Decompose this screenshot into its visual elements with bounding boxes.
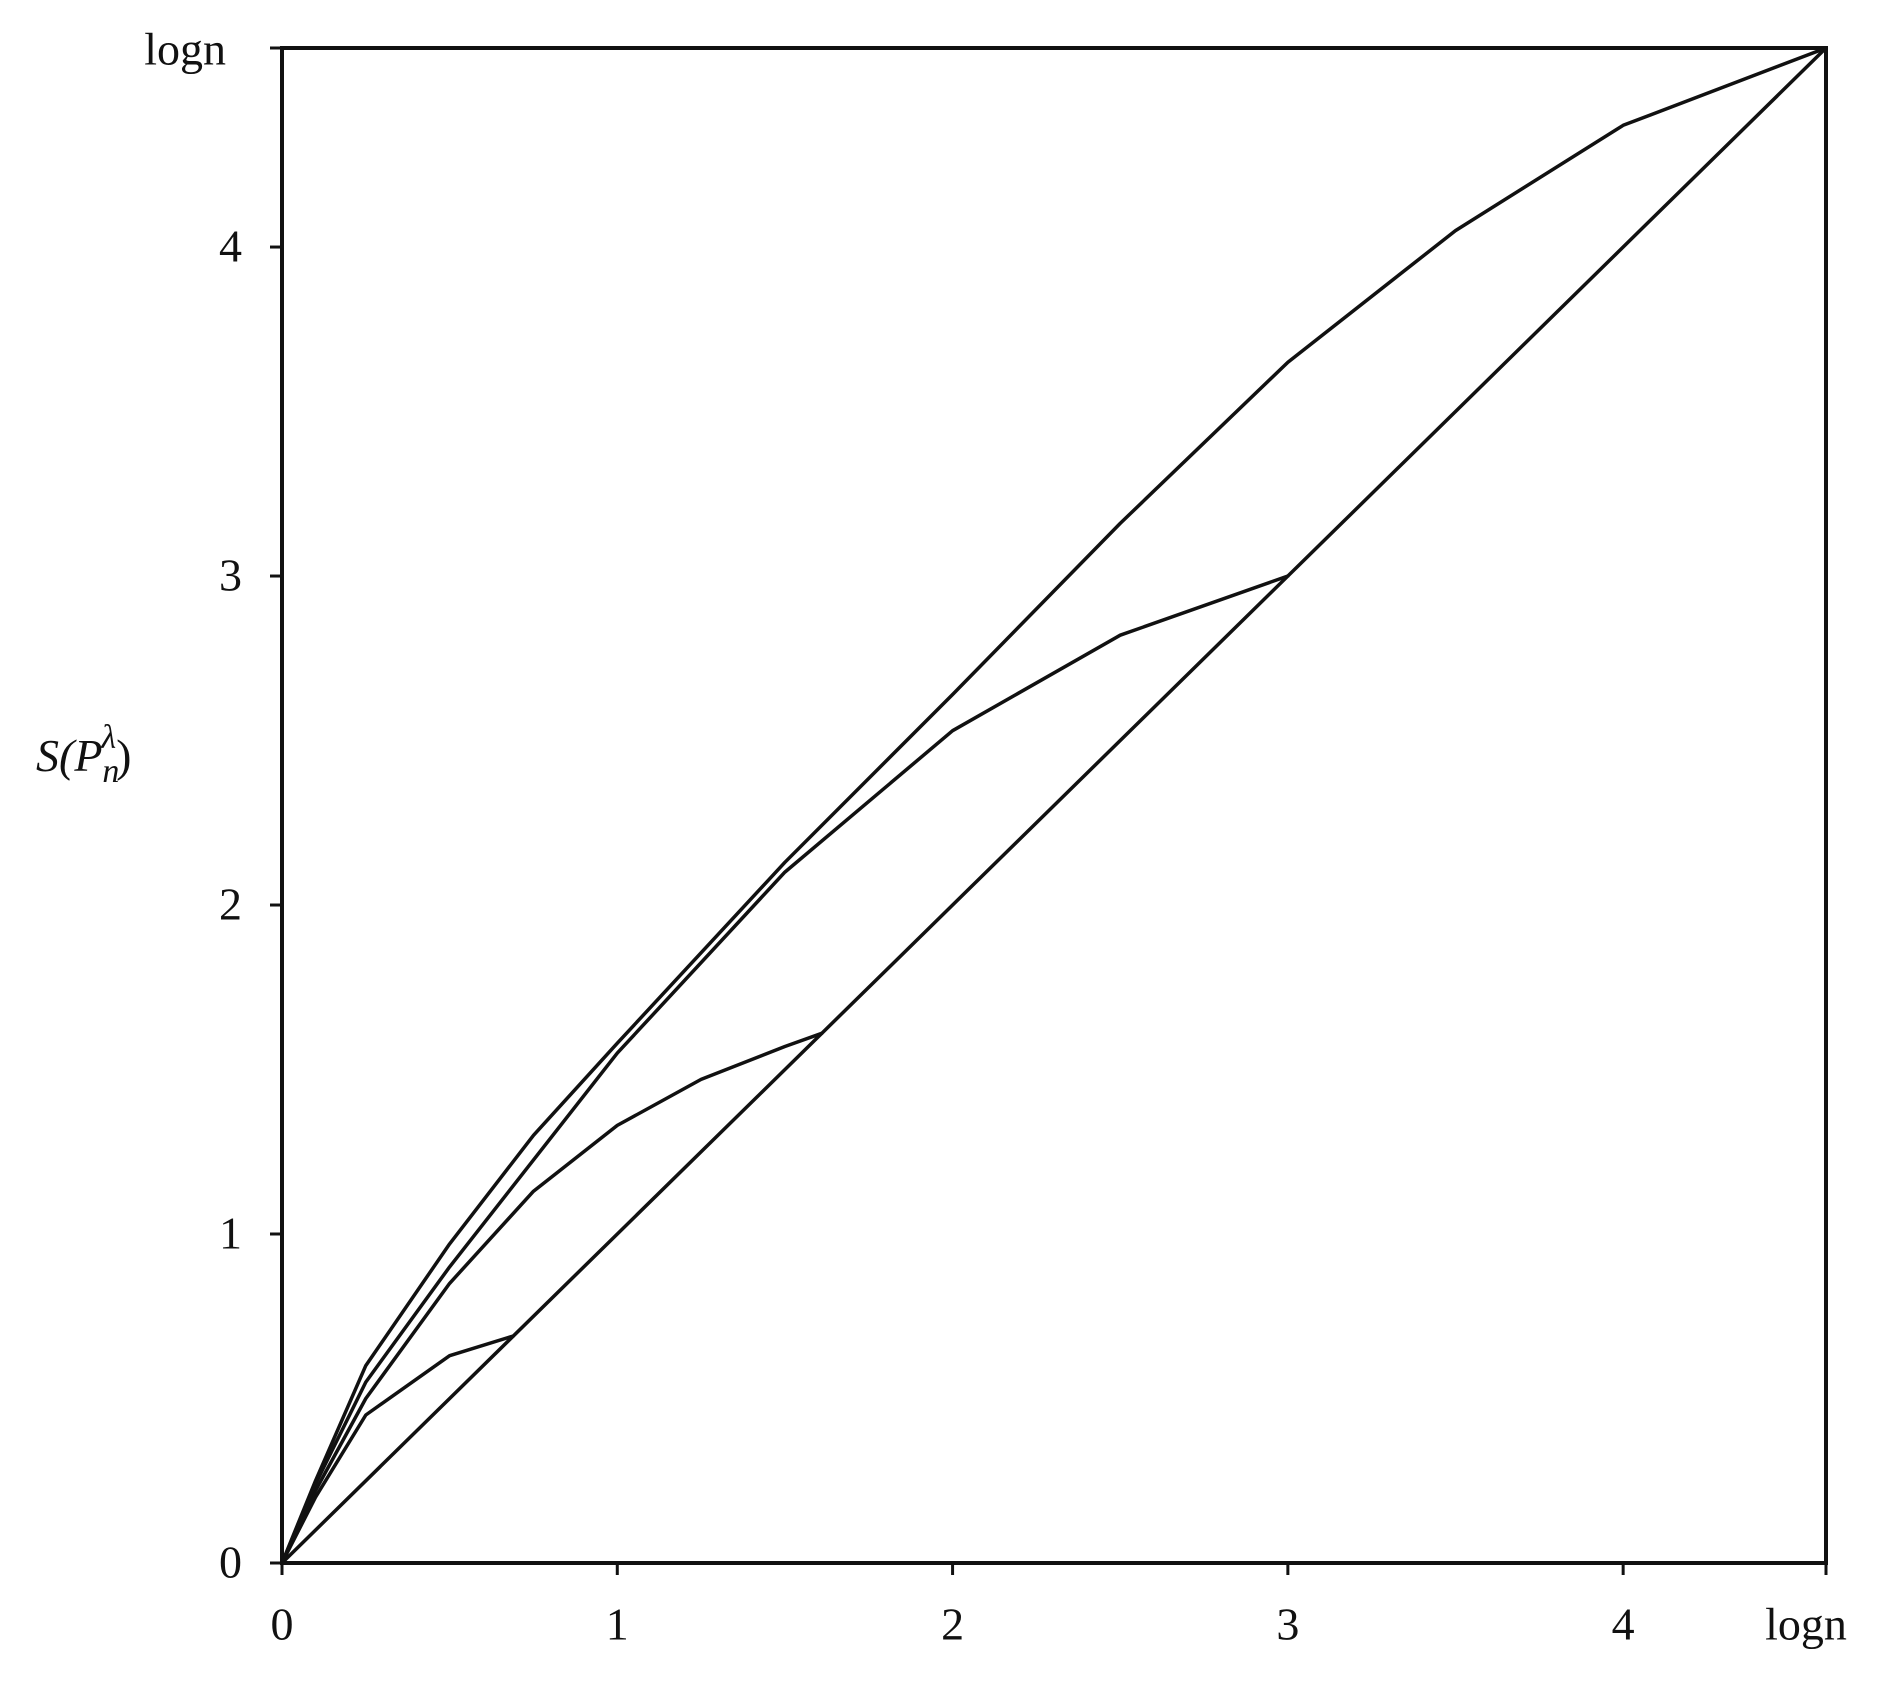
curve bbox=[280, 1334, 516, 1565]
y-tick-label: 2 bbox=[219, 879, 242, 930]
y-label-subscript: n bbox=[102, 753, 119, 790]
x-tick-label: 1 bbox=[606, 1599, 629, 1650]
y-tick-label: logn bbox=[144, 24, 226, 75]
diagonal-line bbox=[280, 46, 1828, 1565]
curve bbox=[280, 46, 1828, 1565]
y-label-part: S(P bbox=[36, 730, 102, 781]
x-tick-label: logn bbox=[1765, 1599, 1847, 1650]
y-tick-label: 1 bbox=[219, 1208, 242, 1259]
x-tick-label: 2 bbox=[941, 1599, 964, 1650]
y-tick-label: 0 bbox=[219, 1537, 242, 1588]
y-axis-label: S(Pnλ) bbox=[36, 719, 131, 790]
x-tick-label: 0 bbox=[271, 1599, 294, 1650]
x-tick-label: 3 bbox=[1276, 1599, 1299, 1650]
y-tick-label: 4 bbox=[219, 221, 242, 272]
x-tick-label: 4 bbox=[1612, 1599, 1635, 1650]
y-tick-label: 3 bbox=[219, 550, 242, 601]
y-label-part: ) bbox=[116, 730, 131, 781]
curve bbox=[280, 574, 1290, 1565]
y-label-superscript: λ bbox=[100, 719, 116, 756]
curve bbox=[280, 1031, 824, 1565]
plot-frame bbox=[280, 46, 1828, 1565]
